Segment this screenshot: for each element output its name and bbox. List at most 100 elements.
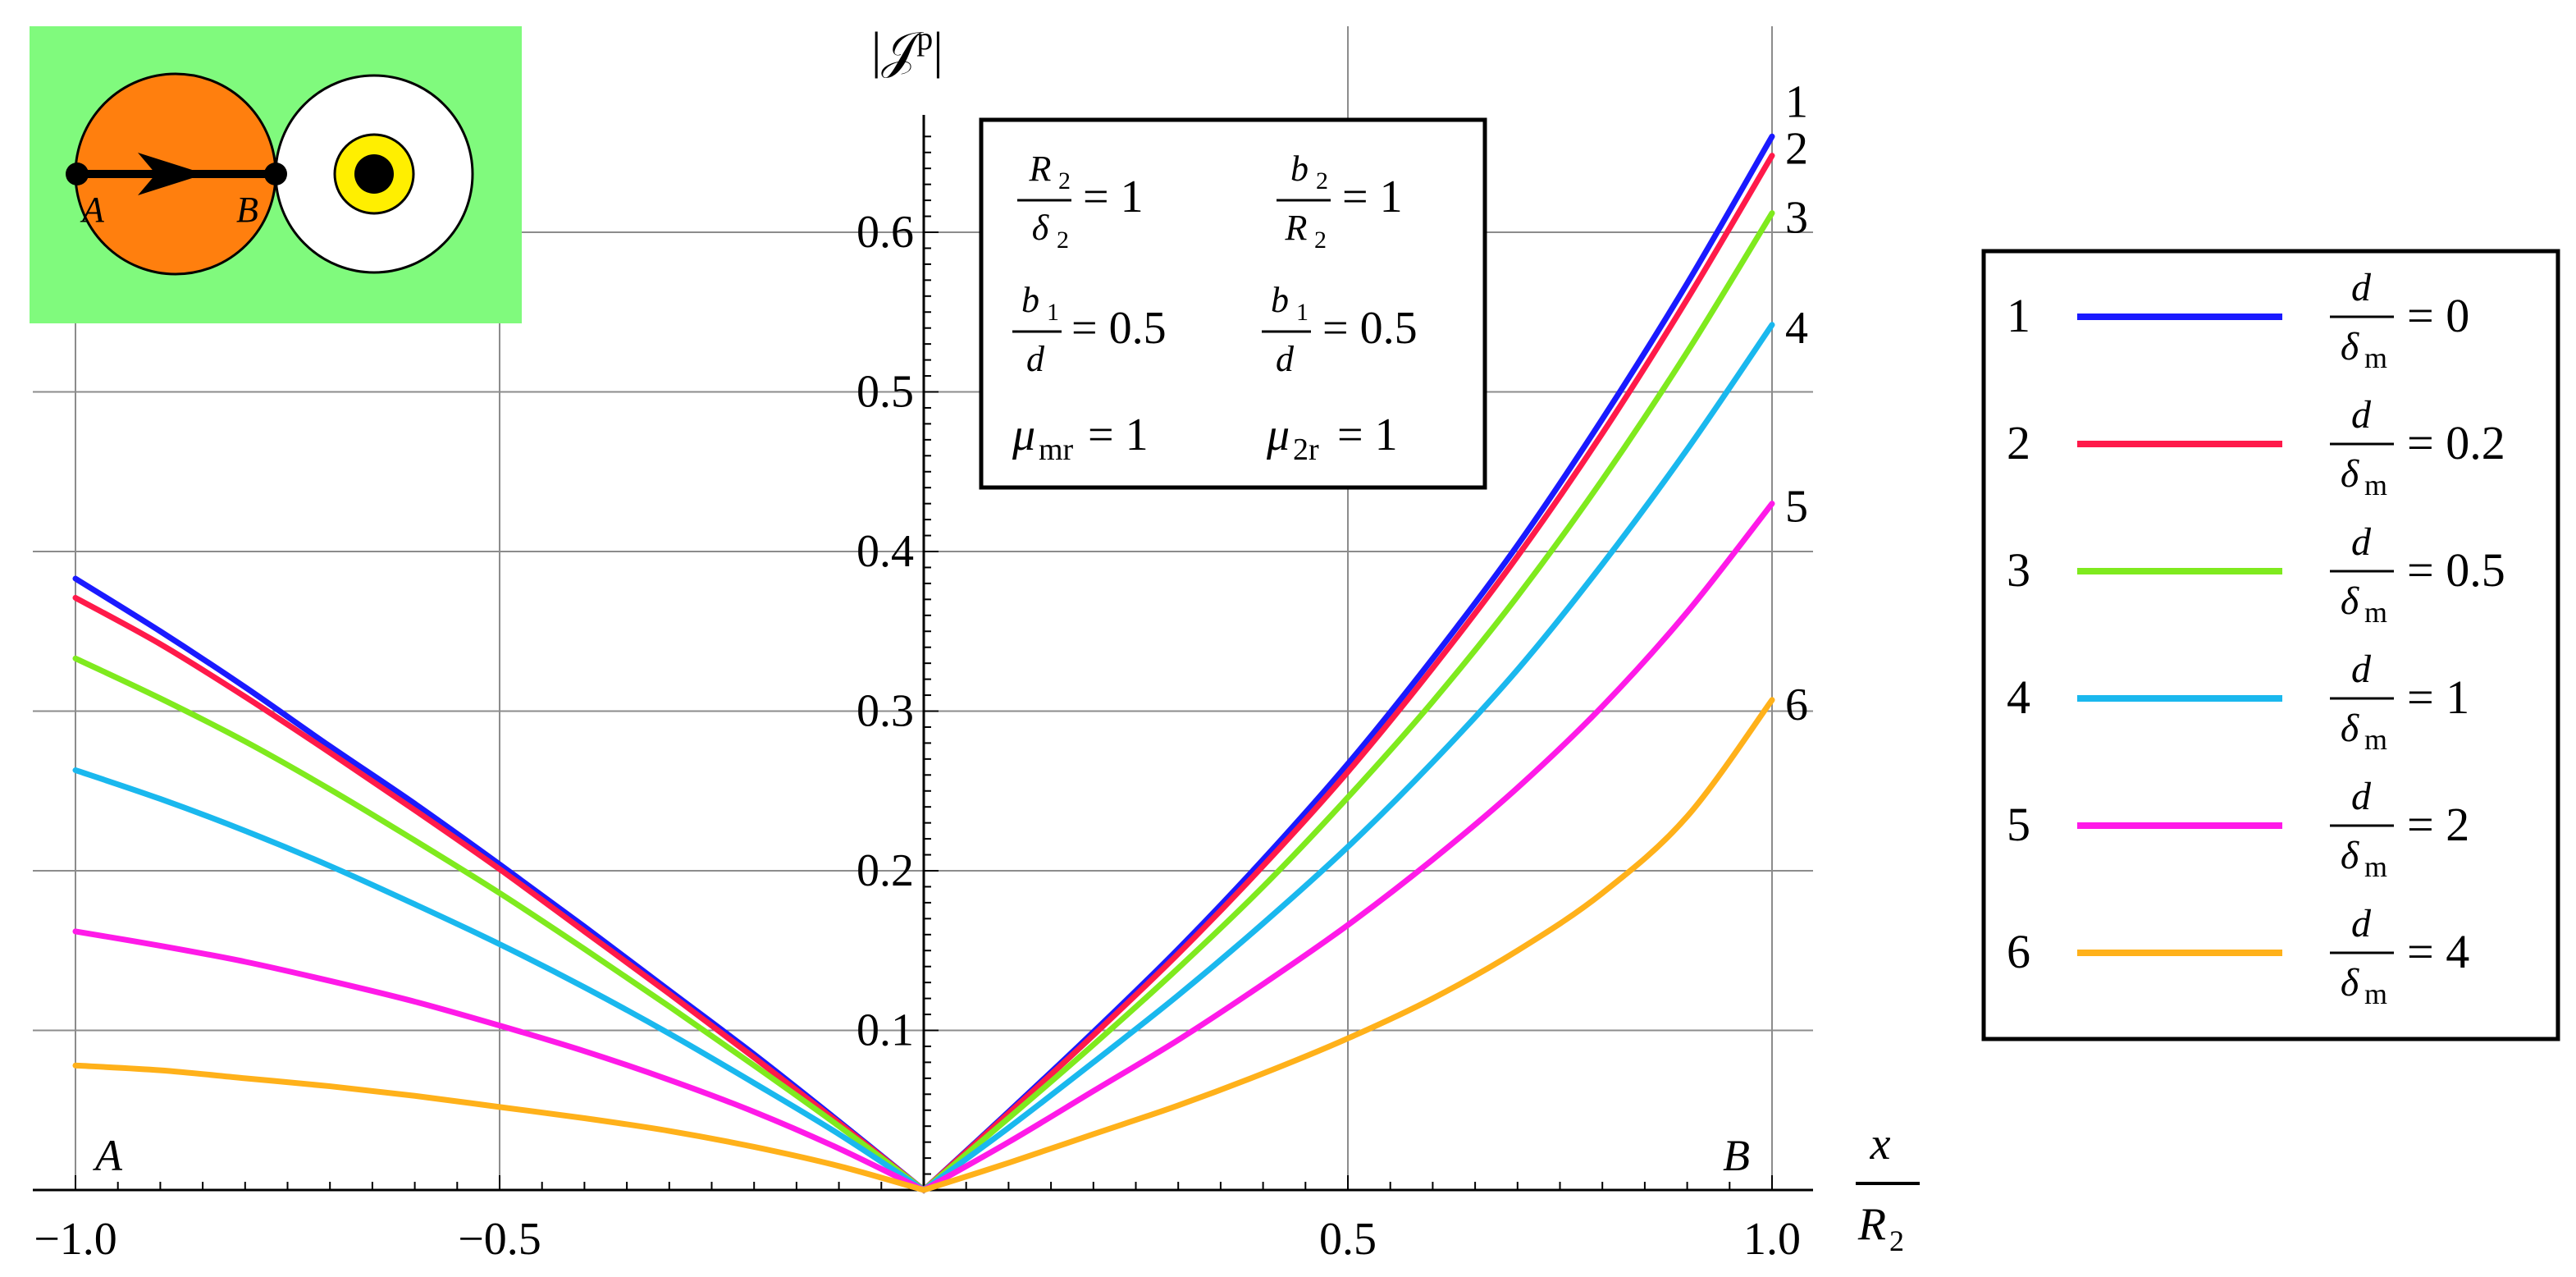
- svg-text:= 1: = 1: [1337, 410, 1398, 460]
- svg-text:μ: μ: [1266, 410, 1290, 460]
- param-r2-delta2: R 2 δ 2 = 1: [1017, 149, 1144, 254]
- svg-text:= 0.5: = 0.5: [1322, 303, 1418, 354]
- param-mu-mr: μ mr = 1: [1012, 410, 1149, 467]
- svg-text:R: R: [1029, 149, 1052, 189]
- legend-frac-den: δ: [2341, 452, 2359, 496]
- svg-text:= 1: = 1: [1342, 172, 1403, 222]
- legend-frac-num: d: [2351, 648, 2372, 691]
- point-b: [264, 162, 287, 185]
- arrow-head-icon: [138, 153, 205, 195]
- series-line-3: [72, 210, 1775, 1194]
- legend-frac-den-sub: m: [2364, 469, 2387, 501]
- legend-frac-den: δ: [2341, 961, 2359, 1005]
- legend-number: 5: [2007, 798, 2030, 851]
- svg-text:mr: mr: [1039, 433, 1074, 467]
- series-layer: [72, 133, 1775, 1194]
- y-tick-label: 0.4: [856, 526, 914, 577]
- x-tick-label: −1.0: [34, 1214, 117, 1265]
- series-end-label-6: 6: [1785, 680, 1808, 730]
- svg-text:d: d: [1026, 339, 1045, 379]
- legend-number: 2: [2007, 416, 2030, 469]
- svg-text:b: b: [1021, 280, 1039, 320]
- param-b1-d-right: b 1 d = 0.5: [1262, 280, 1418, 379]
- svg-text:2r: 2r: [1293, 433, 1319, 467]
- svg-text:2: 2: [1058, 167, 1071, 195]
- svg-text:= 1: = 1: [1088, 410, 1149, 460]
- param-mu-2r: μ 2r = 1: [1266, 410, 1398, 467]
- x-axis-title: x R 2: [1856, 1119, 1920, 1257]
- params-box: R 2 δ 2 = 1 b 2 R 2 = 1 b 1 d = 0.5 b 1: [979, 117, 1487, 490]
- legend-frac-den: δ: [2341, 834, 2359, 877]
- x-tick-label: 1.0: [1743, 1214, 1801, 1265]
- legend-value: = 0: [2407, 289, 2469, 342]
- series-line-4: [72, 322, 1775, 1194]
- legend-value: = 1: [2407, 671, 2469, 724]
- inset-label-b: B: [236, 190, 258, 230]
- svg-text:1: 1: [1047, 299, 1059, 326]
- svg-text:2: 2: [1889, 1224, 1904, 1257]
- series-end-label-3: 3: [1785, 193, 1808, 244]
- legend-frac-den: δ: [2341, 579, 2359, 623]
- inset-label-a: A: [80, 190, 105, 230]
- x-tick-label: 0.5: [1319, 1214, 1377, 1265]
- legend-item-1: 1 dδ m = 0: [2007, 266, 2469, 374]
- inset-diagram: A B: [30, 26, 522, 323]
- svg-text:x: x: [1870, 1119, 1891, 1169]
- legend-frac-den-sub: m: [2364, 341, 2387, 374]
- series-end-label-4: 4: [1785, 303, 1808, 354]
- series-end-label-1: 1: [1785, 76, 1808, 127]
- legend-number: 6: [2007, 925, 2030, 978]
- svg-text:1: 1: [1296, 299, 1309, 326]
- svg-text:2: 2: [1314, 227, 1327, 254]
- legend-frac-num: d: [2351, 393, 2372, 437]
- legend-value: = 0.5: [2407, 543, 2505, 597]
- x-tick-label: −0.5: [458, 1214, 541, 1265]
- svg-text:b: b: [1271, 280, 1289, 320]
- legend-number: 4: [2007, 671, 2030, 724]
- legend-number: 3: [2007, 543, 2030, 597]
- legend-frac-num: d: [2351, 775, 2372, 818]
- legend-value: = 2: [2407, 798, 2469, 851]
- legend-frac-den-sub: m: [2364, 723, 2387, 756]
- legend-frac-den: δ: [2341, 707, 2359, 750]
- legend-frac-den: δ: [2341, 325, 2359, 368]
- y-tick-label: 0.5: [856, 367, 914, 418]
- legend-frac-num: d: [2351, 520, 2372, 564]
- legend-frac-den-sub: m: [2364, 850, 2387, 883]
- legend-item-4: 4 dδ m = 1: [2007, 648, 2469, 756]
- legend-value: = 4: [2407, 925, 2469, 978]
- svg-text:δ: δ: [1032, 208, 1050, 248]
- svg-text:2: 2: [1316, 167, 1328, 195]
- param-b2-r2: b 2 R 2 = 1: [1277, 149, 1403, 254]
- y-tick-label: 0.6: [856, 207, 914, 258]
- series-end-label-2: 2: [1785, 124, 1808, 175]
- point-a: [66, 162, 89, 185]
- series-line-6: [72, 697, 1775, 1193]
- point-label-b: B: [1723, 1131, 1750, 1180]
- legend-frac-den-sub: m: [2364, 977, 2387, 1010]
- core-dot: [354, 154, 394, 194]
- param-b1-d-left: b 1 d = 0.5: [1012, 280, 1167, 379]
- legend-item-5: 5 dδ m = 2: [2007, 775, 2469, 883]
- svg-text:μ: μ: [1012, 410, 1035, 460]
- svg-text:d: d: [1276, 339, 1295, 379]
- y-tick-label: 0.1: [856, 1005, 914, 1056]
- y-axis-title: |𝒥p|: [871, 20, 943, 79]
- legend-frac-num: d: [2351, 266, 2372, 309]
- svg-text:= 1: = 1: [1083, 172, 1144, 222]
- legend-number: 1: [2007, 289, 2030, 342]
- svg-text:2: 2: [1057, 227, 1069, 254]
- y-tick-label: 0.2: [856, 845, 914, 896]
- svg-text:= 0.5: = 0.5: [1071, 303, 1167, 354]
- y-tick-label: 0.3: [856, 686, 914, 737]
- series-end-label-5: 5: [1785, 482, 1808, 533]
- series-line-5: [72, 501, 1775, 1193]
- svg-text:R: R: [1285, 208, 1308, 248]
- point-label-a: A: [93, 1131, 123, 1180]
- svg-text:b: b: [1290, 149, 1309, 189]
- legend-item-3: 3 dδ m = 0.5: [2007, 520, 2505, 629]
- legend-item-2: 2 dδ m = 0.2: [2007, 393, 2505, 501]
- legend-value: = 0.2: [2407, 416, 2505, 469]
